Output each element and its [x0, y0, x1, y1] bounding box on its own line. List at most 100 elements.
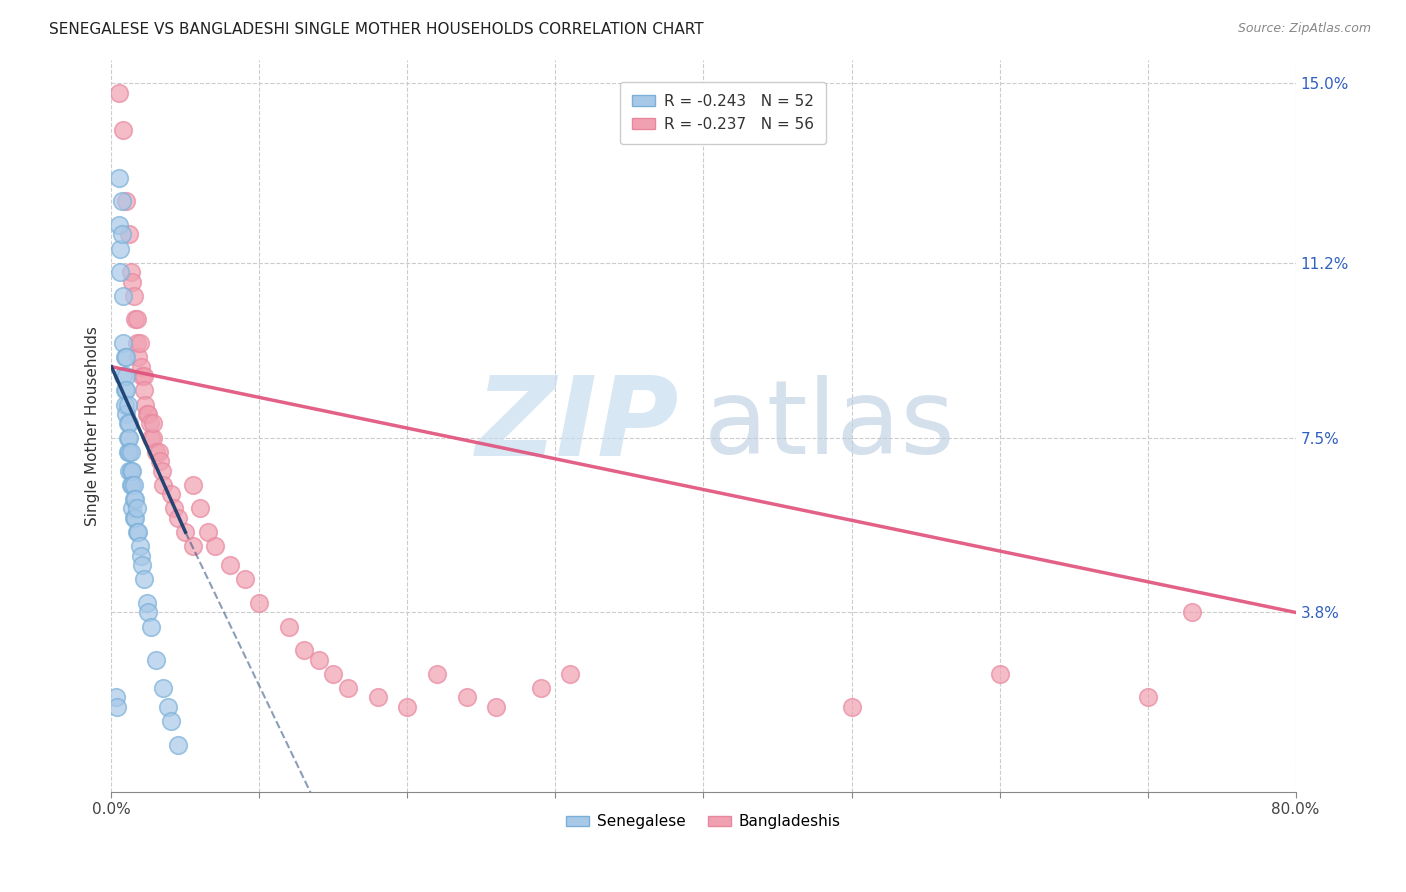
Point: [132, 572, 155, 586]
Point: [114, 351, 136, 365]
Point: [125, 501, 148, 516]
Point: [105, 700, 128, 714]
Text: atlas: atlas: [703, 376, 955, 476]
Point: [1181, 606, 1204, 620]
Point: [125, 312, 148, 326]
Point: [138, 407, 160, 421]
Point: [115, 194, 138, 209]
Point: [121, 275, 143, 289]
Point: [114, 384, 136, 398]
Point: [167, 738, 190, 752]
Point: [124, 312, 146, 326]
Point: [367, 690, 389, 705]
Point: [115, 369, 138, 384]
Point: [115, 384, 138, 398]
Point: [118, 444, 141, 458]
Point: [485, 700, 508, 714]
Point: [1136, 690, 1159, 705]
Point: [132, 369, 155, 384]
Point: [152, 681, 174, 695]
Point: [396, 700, 419, 714]
Point: [156, 700, 179, 714]
Point: [131, 558, 153, 573]
Point: [127, 525, 149, 540]
Point: [159, 487, 181, 501]
Point: [117, 431, 139, 445]
Point: [136, 596, 159, 610]
Point: [142, 431, 165, 445]
Point: [121, 464, 143, 478]
Point: [139, 417, 162, 431]
Point: [138, 606, 160, 620]
Point: [233, 572, 256, 586]
Point: [167, 511, 190, 525]
Point: [174, 525, 197, 540]
Point: [292, 643, 315, 657]
Point: [122, 491, 145, 506]
Point: [131, 369, 153, 384]
Point: [150, 464, 173, 478]
Point: [129, 549, 152, 563]
Point: [112, 289, 135, 303]
Point: [426, 666, 449, 681]
Point: [117, 444, 139, 458]
Text: SENEGALESE VS BANGLADESHI SINGLE MOTHER HOUSEHOLDS CORRELATION CHART: SENEGALESE VS BANGLADESHI SINGLE MOTHER …: [49, 22, 704, 37]
Point: [128, 539, 150, 553]
Point: [136, 407, 159, 421]
Point: [337, 681, 360, 695]
Point: [188, 501, 211, 516]
Point: [988, 666, 1011, 681]
Point: [218, 558, 240, 573]
Point: [149, 454, 172, 468]
Point: [142, 417, 165, 431]
Point: [124, 511, 146, 525]
Point: [841, 700, 863, 714]
Point: [112, 123, 135, 137]
Point: [117, 417, 139, 431]
Point: [159, 714, 181, 728]
Point: [114, 397, 136, 411]
Point: [249, 596, 271, 610]
Point: [181, 478, 204, 492]
Point: [145, 653, 167, 667]
Point: [141, 619, 163, 633]
Point: [117, 397, 139, 411]
Point: [115, 407, 138, 421]
Point: [120, 478, 142, 492]
Y-axis label: Single Mother Households: Single Mother Households: [86, 326, 100, 525]
Point: [120, 444, 142, 458]
Point: [456, 690, 478, 705]
Point: [111, 227, 134, 242]
Point: [125, 336, 148, 351]
Point: [122, 511, 145, 525]
Point: [121, 501, 143, 516]
Point: [110, 242, 132, 256]
Point: [115, 351, 138, 365]
Point: [308, 653, 330, 667]
Point: [108, 218, 131, 232]
Point: [134, 397, 156, 411]
Point: [112, 369, 135, 384]
Point: [118, 431, 141, 445]
Point: [530, 681, 553, 695]
Point: [129, 359, 152, 374]
Point: [122, 478, 145, 492]
Text: ZIP: ZIP: [477, 372, 681, 479]
Point: [197, 525, 219, 540]
Point: [145, 444, 167, 458]
Point: [108, 170, 131, 185]
Point: [278, 619, 301, 633]
Point: [125, 525, 148, 540]
Point: [132, 384, 155, 398]
Point: [152, 478, 174, 492]
Point: [124, 491, 146, 506]
Point: [204, 539, 226, 553]
Point: [322, 666, 344, 681]
Point: [120, 464, 142, 478]
Point: [104, 690, 127, 705]
Point: [127, 351, 149, 365]
Point: [110, 265, 132, 279]
Point: [122, 289, 145, 303]
Point: [560, 666, 582, 681]
Point: [162, 501, 184, 516]
